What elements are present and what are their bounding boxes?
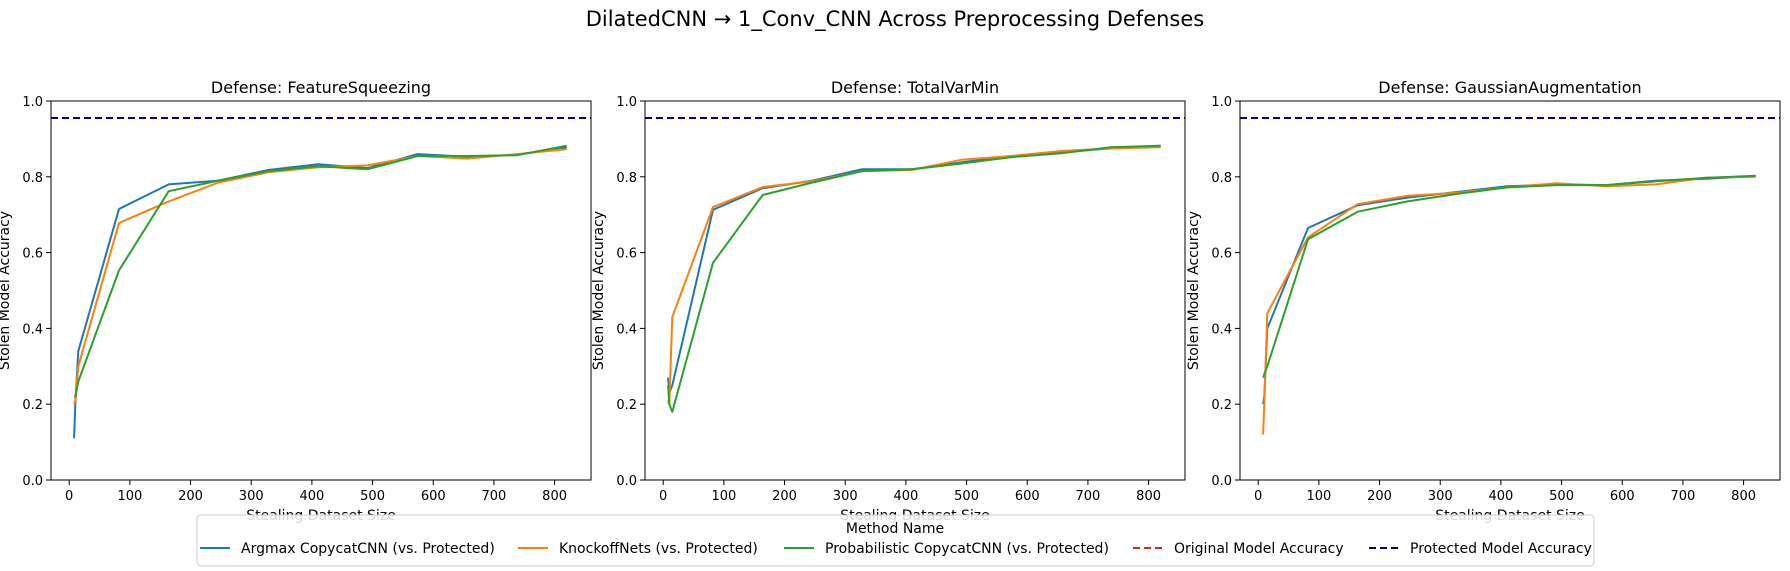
series-line-3 xyxy=(667,144,1161,413)
legend-title: Method Name xyxy=(846,521,944,537)
x-tick-label: 400 xyxy=(299,489,324,504)
x-tick-label: 100 xyxy=(1306,489,1331,504)
legend-label-5: Protected Model Accuracy xyxy=(1410,541,1592,557)
subplot-title: Defense: FeatureSqueezing xyxy=(211,78,431,97)
series-line-1 xyxy=(667,144,1161,394)
x-tick-label: 500 xyxy=(360,489,385,504)
x-tick-label: 500 xyxy=(954,489,979,504)
x-tick-label: 800 xyxy=(1731,489,1756,504)
subplot-2: 0 100 200 300 400 500 600 700 800 0.0 0.2 0.4 0.6 0.8… xyxy=(591,78,1186,524)
series-line-2 xyxy=(667,146,1161,406)
y-axis-label: Stolen Model Accuracy xyxy=(1186,211,1202,370)
legend-label-3: Probabilistic CopycatCNN (vs. Protected) xyxy=(825,541,1109,557)
subplot-title: Defense: GaussianAugmentation xyxy=(1378,78,1641,97)
series-line-2 xyxy=(1262,175,1756,435)
y-tick-label: 0.8 xyxy=(616,171,637,186)
x-tick-label: 600 xyxy=(1015,489,1040,504)
x-tick-label: 300 xyxy=(833,489,858,504)
series-line-1 xyxy=(1262,175,1756,405)
x-tick-label: 0 xyxy=(65,489,73,504)
y-tick-label: 0.2 xyxy=(22,398,43,413)
x-tick-label: 500 xyxy=(1549,489,1574,504)
y-tick-label: 0.4 xyxy=(1211,322,1232,337)
y-tick-label: 1.0 xyxy=(22,95,43,110)
series-line-3 xyxy=(1262,174,1756,379)
y-axis-label: Stolen Model Accuracy xyxy=(0,211,13,370)
tick-labels: 0 100 200 300 400 500 600 700 800 0.0 0.2 0.4 0.6 0.8… xyxy=(22,95,567,504)
legend-label-1: Argmax CopycatCNN (vs. Protected) xyxy=(241,541,495,557)
series-line-1 xyxy=(73,146,567,439)
axes-frame xyxy=(644,100,1186,481)
legend-label-4: Original Model Accuracy xyxy=(1174,541,1344,557)
x-tick-label: 100 xyxy=(117,489,142,504)
x-tick-label: 0 xyxy=(659,489,667,504)
y-tick-label: 0.0 xyxy=(22,474,43,489)
x-tick-label: 300 xyxy=(239,489,264,504)
x-tick-label: 0 xyxy=(1254,489,1262,504)
y-tick-label: 0.4 xyxy=(616,322,637,337)
x-tick-label: 700 xyxy=(1671,489,1696,504)
y-tick-label: 0.8 xyxy=(22,171,43,186)
legend-label-2: KnockoffNets (vs. Protected) xyxy=(559,541,758,557)
figure-suptitle: DilatedCNN → 1_Conv_CNN Across Preproces… xyxy=(586,7,1204,32)
x-tick-label: 800 xyxy=(1136,489,1161,504)
subplot-3: 0 100 200 300 400 500 600 700 800 0.0 0.2 0.4 0.6 0.8… xyxy=(1186,78,1781,524)
y-tick-label: 1.0 xyxy=(616,95,637,110)
y-tick-label: 0.2 xyxy=(1211,398,1232,413)
x-tick-label: 700 xyxy=(482,489,507,504)
y-tick-label: 0.6 xyxy=(22,247,43,262)
y-tick-label: 0.0 xyxy=(616,474,637,489)
x-tick-label: 800 xyxy=(542,489,567,504)
x-tick-label: 400 xyxy=(1488,489,1513,504)
y-tick-label: 0.2 xyxy=(616,398,637,413)
x-tick-label: 100 xyxy=(711,489,736,504)
y-axis-label: Stolen Model Accuracy xyxy=(591,211,607,370)
legend-box xyxy=(196,514,1595,567)
y-tick-label: 0.6 xyxy=(1211,247,1232,262)
y-tick-label: 0.0 xyxy=(1211,474,1232,489)
subplots: 0 100 200 300 400 500 600 700 800 0.0 0.2 0.4 0.6 0.8… xyxy=(0,78,1781,524)
subplot-title: Defense: TotalVarMin xyxy=(831,78,999,97)
axes-frame xyxy=(50,100,592,481)
series-line-2 xyxy=(73,148,567,405)
x-tick-label: 200 xyxy=(178,489,203,504)
y-tick-label: 0.4 xyxy=(22,322,43,337)
x-tick-label: 200 xyxy=(1367,489,1392,504)
tick-labels: 0 100 200 300 400 500 600 700 800 0.0 0.2 0.4 0.6 0.8… xyxy=(1211,95,1756,504)
x-tick-label: 700 xyxy=(1076,489,1101,504)
subplot-1: 0 100 200 300 400 500 600 700 800 0.0 0.2 0.4 0.6 0.8… xyxy=(0,78,592,524)
series-line-3 xyxy=(74,144,567,398)
y-tick-label: 1.0 xyxy=(1211,95,1232,110)
x-tick-label: 400 xyxy=(893,489,918,504)
tick-labels: 0 100 200 300 400 500 600 700 800 0.0 0.2 0.4 0.6 0.8… xyxy=(616,95,1161,504)
x-tick-label: 600 xyxy=(1610,489,1635,504)
x-tick-label: 300 xyxy=(1428,489,1453,504)
x-tick-label: 600 xyxy=(421,489,446,504)
x-tick-label: 200 xyxy=(772,489,797,504)
axes-frame xyxy=(1239,100,1781,481)
legend: Method Name Argmax CopycatCNN (vs. Protec… xyxy=(196,514,1595,567)
y-tick-label: 0.8 xyxy=(1211,171,1232,186)
y-tick-label: 0.6 xyxy=(616,247,637,262)
